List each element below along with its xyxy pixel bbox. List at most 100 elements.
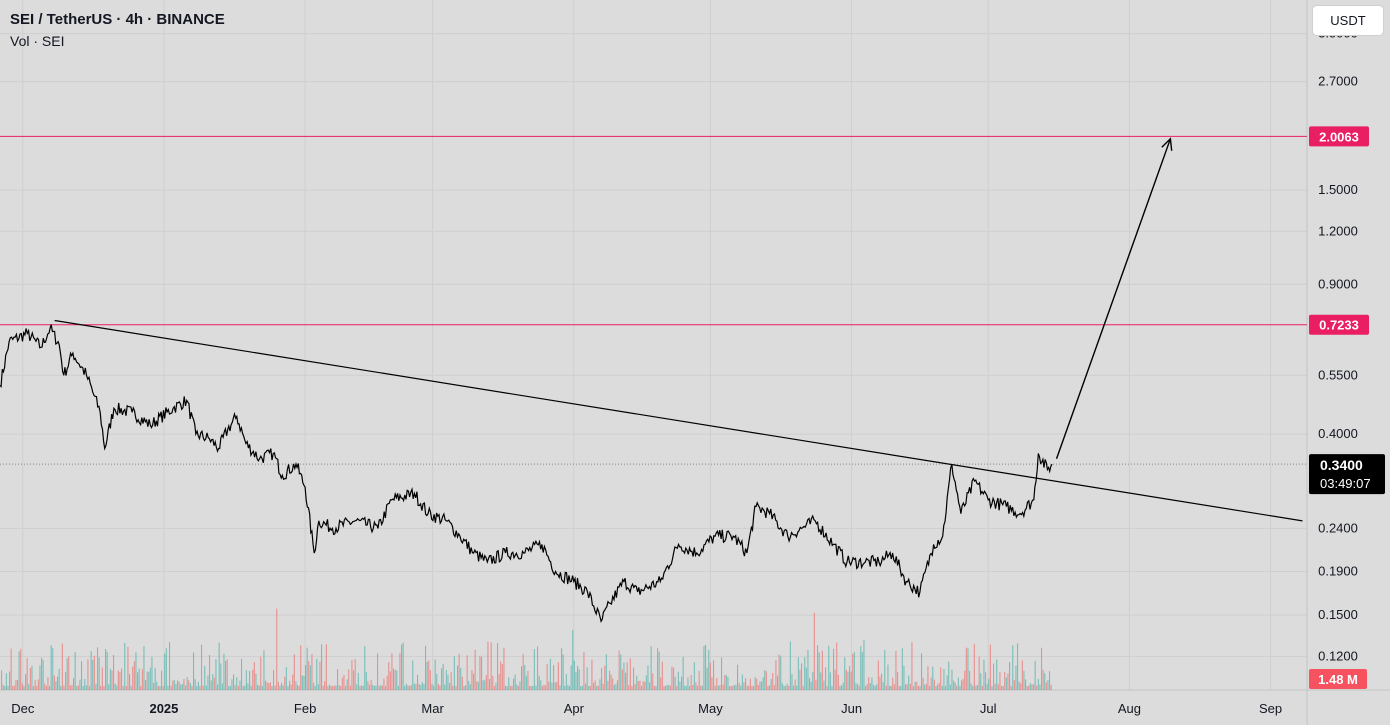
x-tick-label: 2025	[149, 701, 178, 716]
volume-bar	[623, 662, 625, 690]
volume-bar	[551, 682, 553, 690]
volume-bar	[858, 685, 860, 690]
volume-bar	[666, 684, 668, 690]
volume-bar	[85, 685, 87, 690]
volume-bar	[861, 652, 863, 690]
volume-bar	[489, 678, 491, 690]
volume-bar	[21, 683, 23, 690]
volume-bar	[116, 685, 118, 690]
volume-bar	[322, 685, 324, 690]
volume-bar	[511, 685, 513, 690]
volume-bar	[369, 684, 371, 690]
volume-bar	[399, 652, 401, 690]
volume-bar	[383, 678, 385, 690]
volume-bar	[172, 680, 174, 690]
volume-bar	[762, 677, 764, 690]
volume-bar	[764, 670, 766, 690]
volume-bar	[370, 679, 372, 690]
volume-bar	[396, 670, 398, 690]
volume-bar	[402, 642, 404, 690]
volume-bar	[197, 681, 199, 690]
volume-bar	[5, 673, 7, 690]
volume-bar	[783, 685, 785, 690]
y-tick-label: 1.5000	[1318, 182, 1358, 197]
volume-bar	[327, 685, 329, 690]
volume-bar	[516, 684, 518, 690]
volume-bar	[954, 682, 956, 690]
volume-bar	[652, 673, 654, 690]
volume-bar	[313, 682, 315, 690]
volume-bar	[234, 685, 236, 690]
volume-bar	[164, 653, 166, 690]
volume-bar	[37, 679, 39, 690]
volume-bar	[191, 685, 193, 690]
volume-bar	[741, 674, 743, 690]
volume-bar	[660, 677, 662, 690]
volume-bar	[548, 681, 550, 690]
price-axis[interactable]: 0.1200 0.1500 0.1900 0.2400 0.4000 0.5500 0.90…	[1318, 26, 1358, 664]
volume-bar	[893, 684, 895, 690]
volume-bar	[15, 680, 17, 690]
volume-bar	[842, 682, 844, 690]
volume-bar	[205, 685, 207, 690]
volume-bar	[297, 685, 299, 690]
volume-bar	[13, 685, 15, 690]
volume-bar	[53, 675, 55, 690]
volume-bar	[1013, 680, 1015, 690]
volume-bar	[825, 667, 827, 690]
volume-bar	[781, 683, 783, 690]
volume-bar	[612, 678, 614, 690]
currency-button[interactable]: USDT	[1313, 6, 1383, 35]
volume-bar	[1028, 685, 1030, 690]
volume-bar	[154, 667, 156, 690]
volume-bar	[137, 672, 139, 690]
volume-bar	[1031, 684, 1033, 690]
time-axis[interactable]: Dec 2025 Feb Mar Apr May Jun Jul Aug Sep	[11, 701, 1282, 716]
volume-bar	[669, 685, 671, 690]
trendline	[54, 319, 1303, 522]
volume-bar	[127, 646, 129, 690]
volume-bar	[909, 683, 911, 690]
volume-bar	[599, 679, 601, 690]
volume-bar	[261, 685, 263, 690]
volume-bar	[74, 652, 76, 690]
volume-bar	[226, 659, 228, 690]
volume-bar	[497, 642, 499, 690]
volume-bar	[639, 680, 641, 690]
volume-bar	[978, 656, 980, 690]
volume-bar	[23, 685, 25, 690]
volume-bar	[97, 647, 99, 690]
volume-bar	[71, 684, 73, 690]
volume-bar	[665, 685, 667, 690]
volume-bar	[625, 672, 627, 690]
volume-bar	[55, 681, 57, 690]
volume-bar	[753, 685, 755, 690]
volume-bar	[239, 680, 241, 690]
volume-bar	[89, 685, 91, 690]
volume-bar	[476, 681, 478, 690]
volume-bar	[969, 670, 971, 690]
volume-bar	[77, 685, 79, 690]
volume-bar	[386, 675, 388, 690]
volume-bar	[447, 674, 449, 690]
volume-bar	[135, 652, 137, 690]
volume-bar	[517, 685, 519, 690]
volume-bar	[1001, 685, 1003, 690]
volume-bar	[852, 653, 854, 690]
volume-bar	[617, 680, 619, 690]
volume-bar	[431, 683, 433, 690]
volume-bar	[445, 669, 447, 690]
volume-bar	[933, 679, 935, 690]
volume-bar	[149, 667, 151, 690]
volume-bar	[972, 686, 974, 690]
volume-bar	[1020, 683, 1022, 690]
volume-bar	[153, 682, 155, 690]
volume-bar	[119, 672, 121, 690]
volume-bar	[180, 684, 182, 690]
volume-bar	[932, 666, 934, 690]
volume-bar	[309, 665, 311, 690]
volume-bar	[17, 679, 19, 690]
volume-bar	[941, 685, 943, 690]
volume-bar	[682, 656, 684, 690]
